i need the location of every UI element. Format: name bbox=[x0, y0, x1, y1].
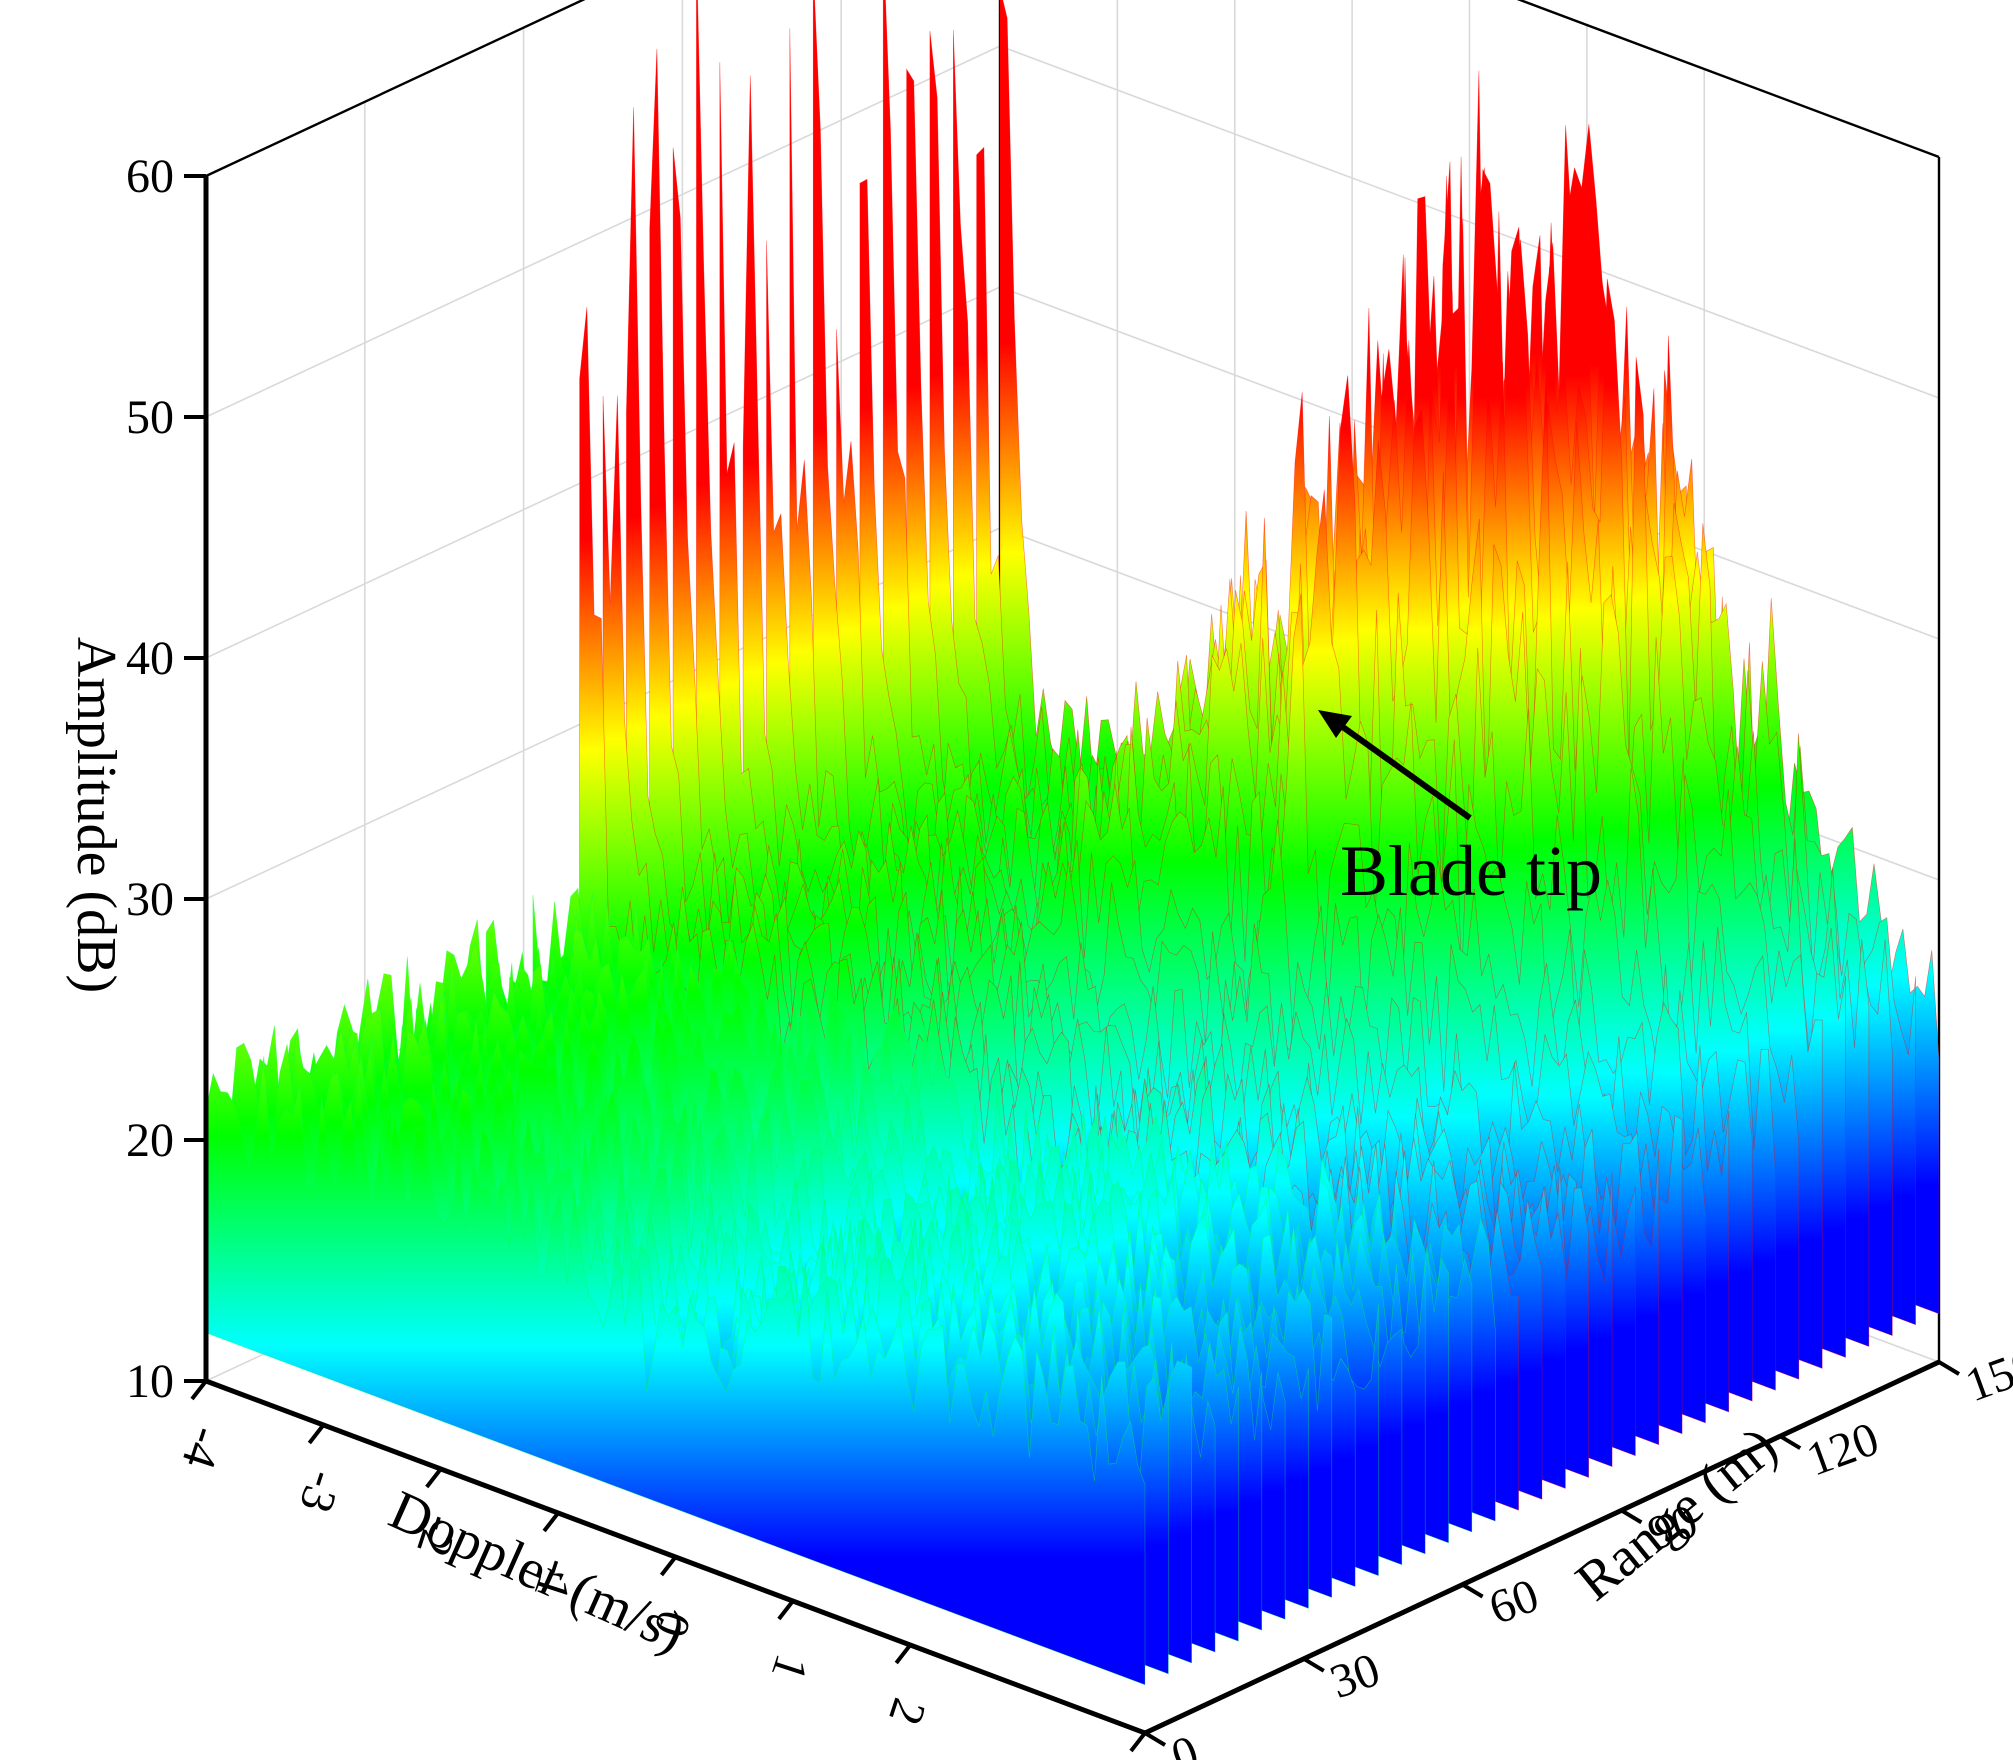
gridline-z-left-wall bbox=[205, 0, 585, 177]
range-tick-label: 150 bbox=[1959, 1338, 2013, 1412]
range-tick bbox=[1302, 1657, 1325, 1673]
doppler-tick bbox=[542, 1511, 560, 1533]
annotation-label: Blade tip bbox=[1340, 831, 1602, 911]
range-tick-label: 0 bbox=[1165, 1725, 1206, 1760]
doppler-tick bbox=[190, 1379, 208, 1401]
gridline-z-left-wall bbox=[205, 45, 1001, 418]
z-tick-label: 50 bbox=[126, 391, 174, 444]
doppler-tick-label: -4 bbox=[171, 1421, 234, 1475]
range-tick-label: 60 bbox=[1482, 1569, 1545, 1635]
doppler-tick-label: -3 bbox=[289, 1465, 352, 1519]
annotation-arrowhead bbox=[1318, 710, 1352, 738]
doppler-tick-label: 2 bbox=[878, 1692, 936, 1731]
doppler-tick bbox=[307, 1423, 325, 1445]
range-tick-label: 30 bbox=[1323, 1643, 1386, 1709]
range-axis-line bbox=[1143, 1359, 1941, 1736]
doppler-tick bbox=[425, 1467, 443, 1489]
range-tick bbox=[1143, 1731, 1167, 1747]
z-tick-label: 10 bbox=[126, 1355, 174, 1408]
z-tick-label: 40 bbox=[126, 632, 174, 685]
z-tick-label: 20 bbox=[126, 1114, 174, 1167]
range-tick bbox=[1461, 1582, 1484, 1599]
blade-tip-annotation: Blade tip bbox=[1318, 710, 1602, 911]
range-tick bbox=[1779, 1434, 1802, 1450]
surface-strip bbox=[205, 1056, 1146, 1686]
doppler-tick bbox=[659, 1555, 678, 1577]
range-tick bbox=[1937, 1360, 1961, 1376]
doppler-tick bbox=[894, 1643, 912, 1665]
doppler-tick bbox=[1129, 1731, 1147, 1753]
doppler-tick bbox=[777, 1599, 795, 1621]
surface bbox=[205, 0, 1940, 1686]
z-axis-title: Amplitude (dB) bbox=[65, 637, 127, 993]
z-tick-label: 30 bbox=[126, 873, 174, 926]
range-tick bbox=[1620, 1508, 1643, 1525]
frame-top-left bbox=[205, 0, 586, 178]
doppler-tick-label: 1 bbox=[761, 1648, 819, 1687]
z-tick-label: 60 bbox=[126, 150, 174, 203]
frame-top-back bbox=[1516, 0, 1940, 159]
annotation-arrow-shaft bbox=[1338, 722, 1472, 821]
